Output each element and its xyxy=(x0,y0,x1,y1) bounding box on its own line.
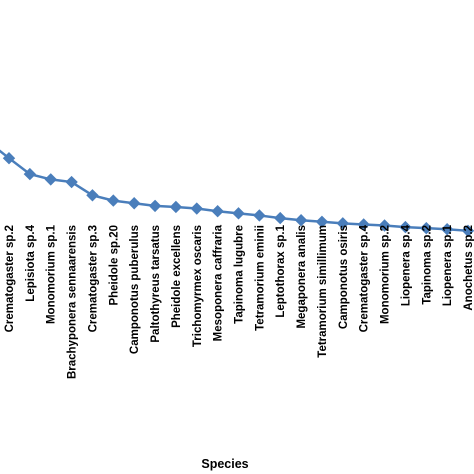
data-point-marker xyxy=(148,199,162,213)
data-point-marker xyxy=(461,224,474,238)
x-tick-label: Crematogaster sp.3 xyxy=(87,225,99,332)
data-point-marker xyxy=(336,217,350,230)
data-point-marker xyxy=(420,221,433,235)
x-axis-title: Species xyxy=(201,457,248,471)
data-point-marker xyxy=(211,204,224,218)
x-tick-label: Tapinoma sp.2 xyxy=(421,225,433,305)
data-point-marker xyxy=(440,223,454,236)
x-tick-label: Leptothorax sp.1 xyxy=(275,224,287,317)
x-tick-label: Lepisiota sp.4 xyxy=(25,224,37,301)
data-point-marker xyxy=(127,197,141,210)
x-tick-label: Liopenera sp.4 xyxy=(400,224,412,306)
x-tick-label: Tetramorium simillimum xyxy=(317,225,329,358)
data-point-marker xyxy=(44,173,57,186)
data-point-marker xyxy=(294,214,308,227)
x-tick-label: Tetramorium eminii xyxy=(254,225,266,331)
data-point-marker xyxy=(169,200,183,214)
x-tick-label: Camponotus puberulus xyxy=(129,225,141,354)
x-tick-label: Anochetus sp.2 xyxy=(463,225,474,311)
x-tick-label: Crematogaster sp.4 xyxy=(359,224,371,332)
data-point-marker xyxy=(378,219,391,232)
x-tick-label-layer: Crematogaster sp.2 Lepisiota sp.4 Monomori… xyxy=(4,224,474,379)
x-tick-label: Monomorium sp.2 xyxy=(380,225,392,324)
data-point-marker xyxy=(253,209,266,222)
x-tick-label: Mesoponera caffraria xyxy=(213,224,225,341)
data-point-marker xyxy=(274,211,287,225)
data-point-marker xyxy=(86,189,99,202)
x-tick-label: Megaponera analis xyxy=(296,225,308,329)
x-tick-label: Crematogaster sp.2 xyxy=(4,225,16,332)
data-point-marker xyxy=(190,202,203,215)
data-point-marker xyxy=(23,167,37,181)
data-point-marker xyxy=(357,218,370,231)
x-tick-label: Trichomyrmex oscaris xyxy=(192,225,204,347)
series-marker-layer xyxy=(2,151,474,238)
data-point-marker xyxy=(232,207,245,220)
x-tick-label: Brachyponera sennaarensis xyxy=(67,225,79,379)
x-tick-label: Tapinoma lugubre xyxy=(234,225,246,324)
data-point-marker xyxy=(65,175,78,189)
data-point-marker xyxy=(107,194,120,207)
x-tick-label: Camponotus osiris xyxy=(338,225,350,329)
data-point-marker xyxy=(315,215,329,229)
x-tick-label: Pheidole sp.20 xyxy=(108,225,120,306)
data-point-marker xyxy=(399,220,412,234)
x-tick-label: Paltothyreus tarsatus xyxy=(150,225,162,343)
x-tick-label: Liopenera sp.1 xyxy=(442,224,454,306)
data-point-marker xyxy=(2,151,16,165)
x-tick-label: Monomorium sp.1 xyxy=(46,224,58,324)
x-tick-label: Pheidole excellens xyxy=(171,225,183,328)
